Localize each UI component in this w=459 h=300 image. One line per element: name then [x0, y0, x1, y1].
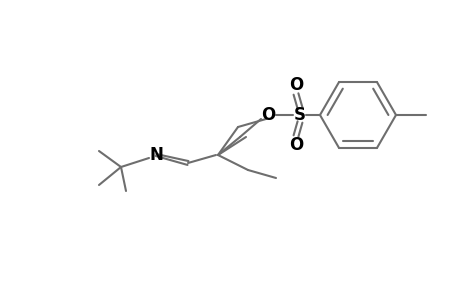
Text: O: O: [260, 106, 274, 124]
Text: O: O: [288, 136, 302, 154]
Text: O: O: [288, 76, 302, 94]
Text: S: S: [293, 106, 305, 124]
Text: N: N: [149, 146, 162, 164]
